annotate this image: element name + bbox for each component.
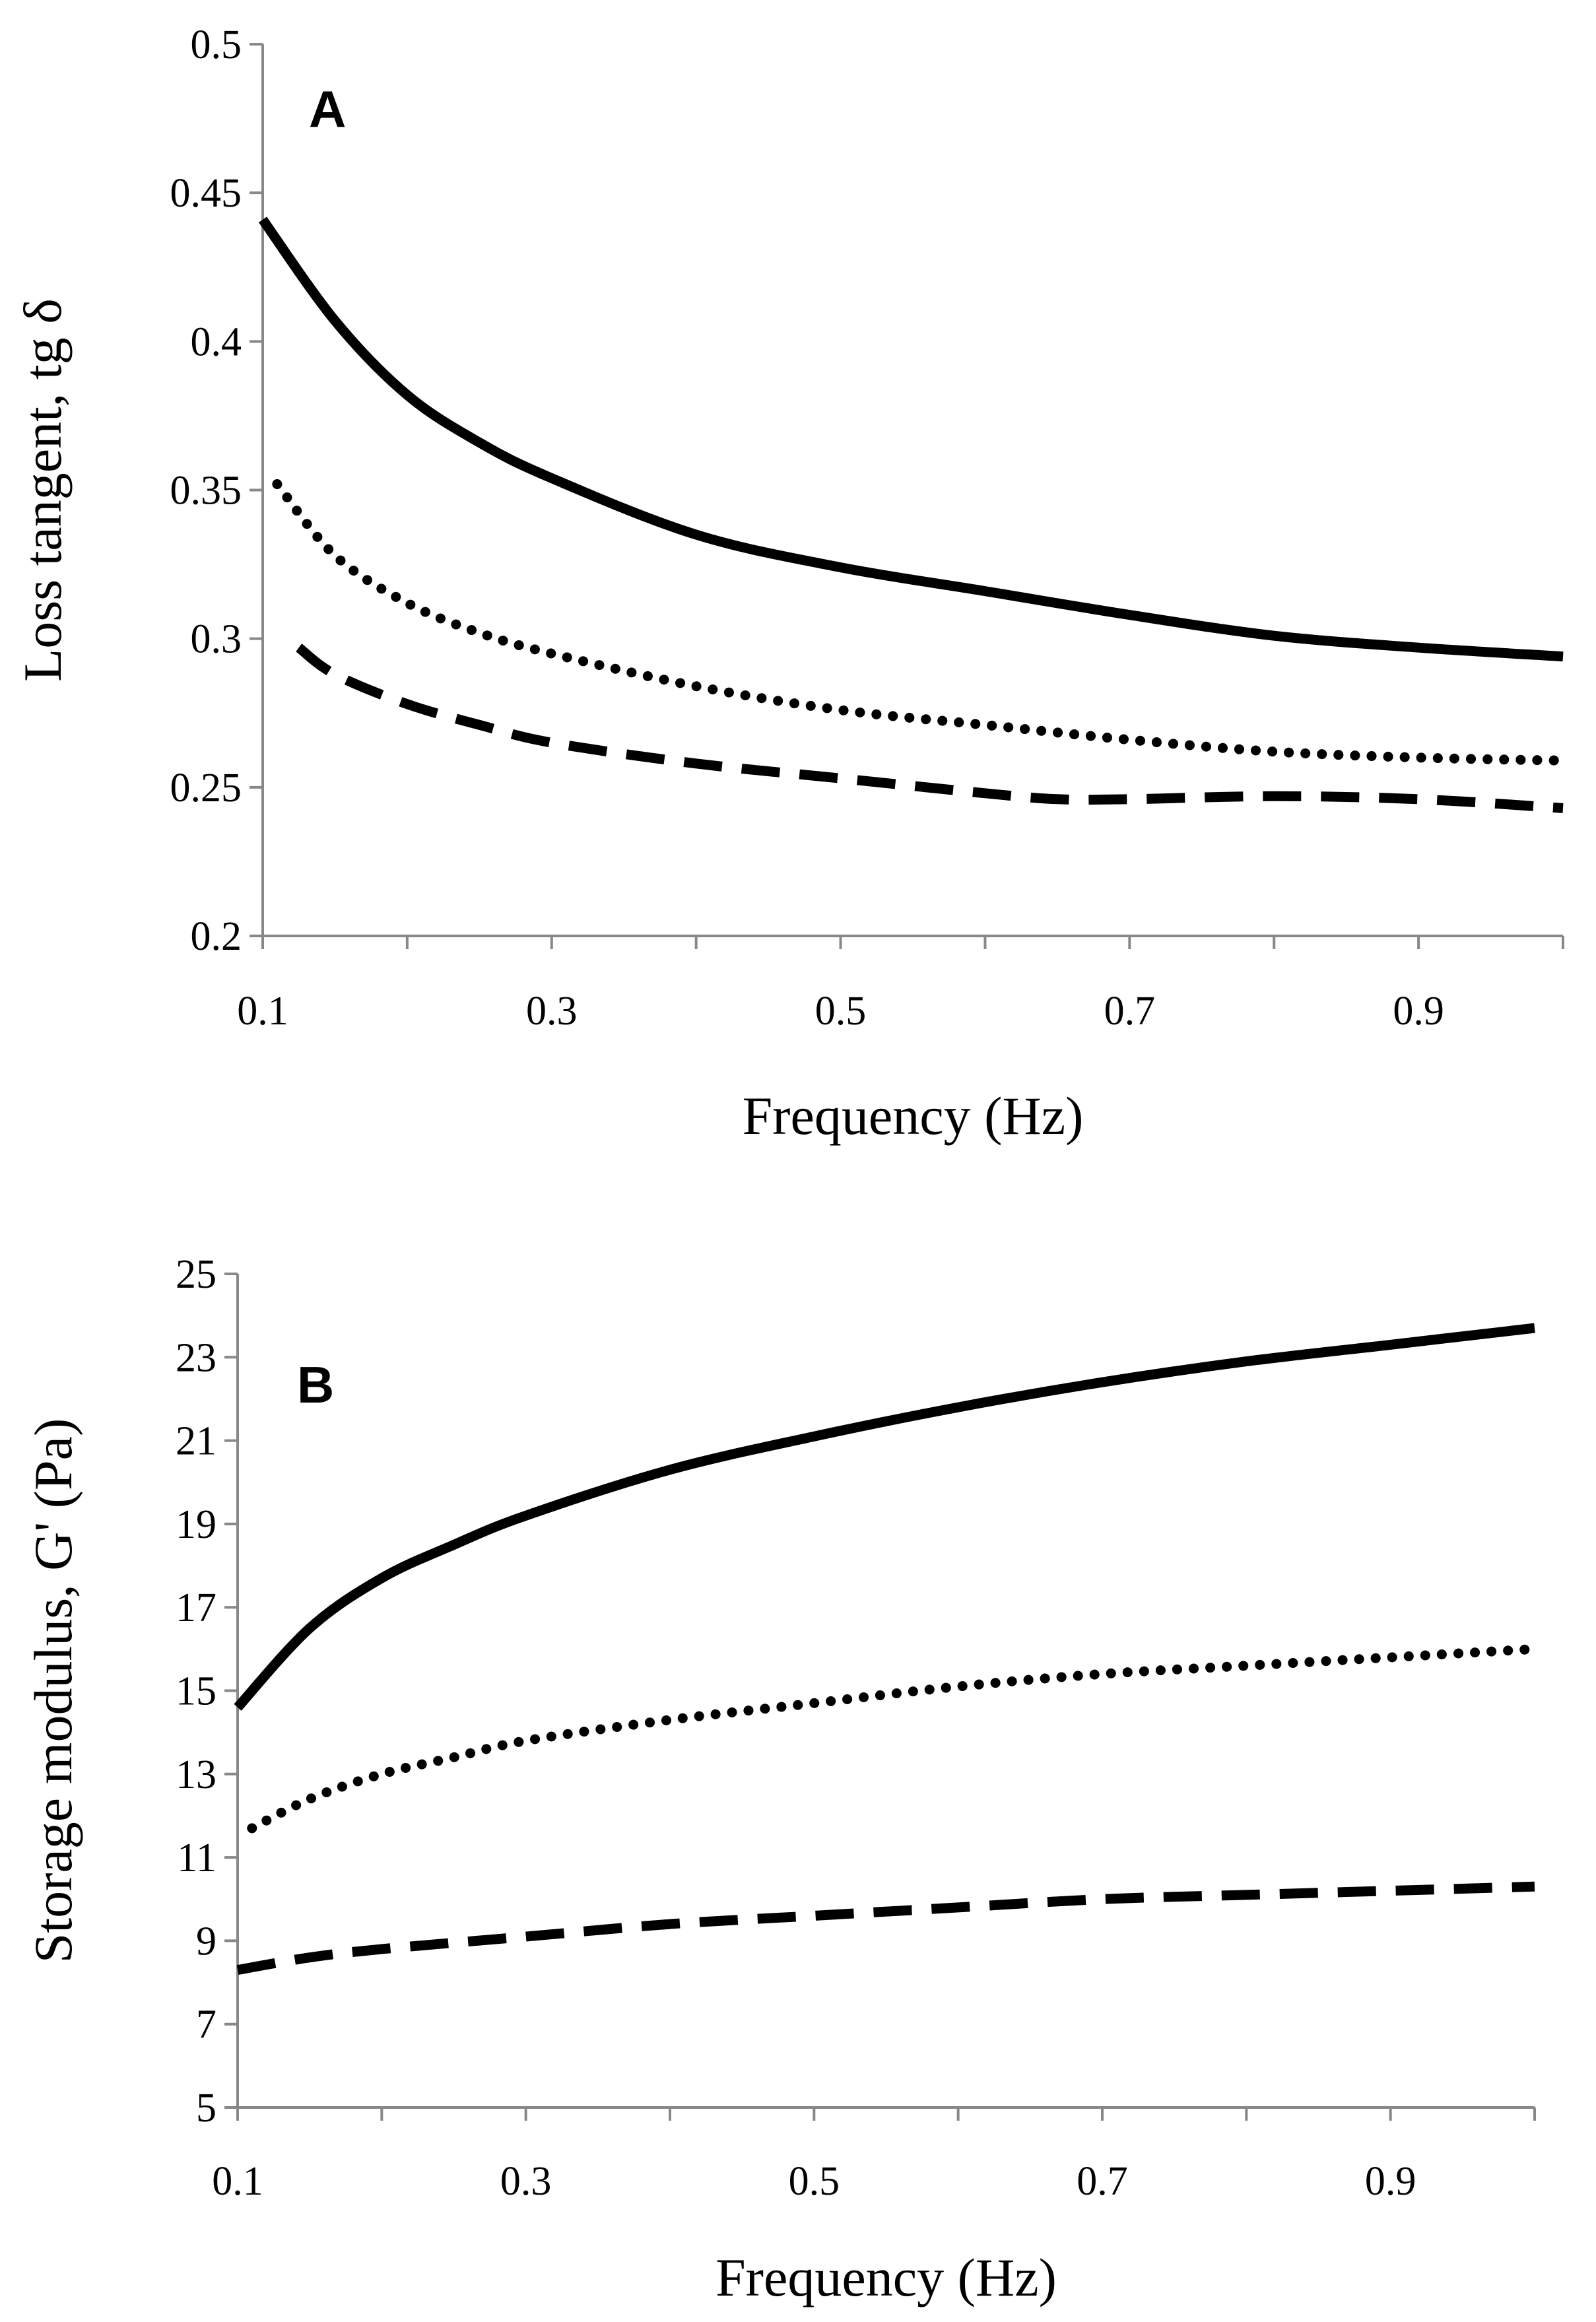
y-tick-label: 0.4 (191, 319, 242, 364)
y-tick-label: 7 (196, 2003, 216, 2047)
x-tick-label: 0.9 (1393, 989, 1444, 1034)
y-tick-label: 0.5 (191, 22, 242, 67)
y-axis-title: Storage modulus, G' (Pa) (23, 1418, 83, 1964)
x-axis-title: Frequency (Hz) (715, 2247, 1057, 2307)
y-tick-label: 5 (196, 2086, 216, 2131)
x-tick-label: 0.1 (237, 989, 288, 1034)
x-tick-label: 0.7 (1077, 2159, 1128, 2204)
y-tick-label: 17 (176, 1585, 216, 1630)
y-tick-label: 0.3 (191, 617, 242, 662)
y-tick-label: 15 (176, 1669, 216, 1714)
x-tick-label: 0.5 (789, 2159, 840, 2204)
series-line-dashed (236, 1881, 1535, 1975)
x-tick-label: 0.9 (1365, 2159, 1416, 2204)
series-line-dotted (272, 479, 1568, 766)
x-axis-title: Frequency (Hz) (743, 1086, 1084, 1146)
panel-b-chart: 5 7 9 11 13 15 17 19 21 23 25 0.1 0.3 0.5 0.7 0.9 Freque… (23, 1252, 1540, 2307)
x-tick-label: 0.5 (815, 989, 867, 1034)
series-line-dotted (247, 1643, 1540, 1834)
y-tick-label: 25 (176, 1252, 216, 1297)
y-tick-label: 21 (176, 1419, 216, 1464)
x-tick-label: 0.3 (500, 2159, 552, 2204)
series-line-dashed (296, 644, 1564, 813)
x-tick-label: 0.7 (1104, 989, 1156, 1034)
series-line-solid (234, 1323, 1535, 1711)
y-tick-label: 0.35 (170, 469, 242, 514)
y-tick-label: 9 (196, 1919, 216, 1964)
y-tick-label: 19 (176, 1502, 216, 1547)
series-line-solid (258, 216, 1564, 662)
panel-label: A (309, 80, 346, 138)
y-axis-title: Loss tangent, tg δ (13, 298, 73, 682)
y-tick-label: 0.25 (170, 766, 242, 811)
x-tick-label: 0.1 (212, 2159, 263, 2204)
y-tick-label: 11 (177, 1836, 216, 1880)
panel-label: B (297, 1356, 334, 1414)
y-tick-label: 13 (176, 1752, 216, 1797)
y-tick-label: 23 (176, 1335, 216, 1380)
y-tick-label: 0.45 (170, 171, 242, 216)
x-tick-label: 0.3 (526, 989, 578, 1034)
panel-a-chart: 0.2 0.25 0.3 0.35 0.4 0.45 0.5 0.1 0.3 0.5 0.7 0.9 F… (13, 22, 1568, 1146)
y-tick-label: 0.2 (191, 914, 242, 959)
